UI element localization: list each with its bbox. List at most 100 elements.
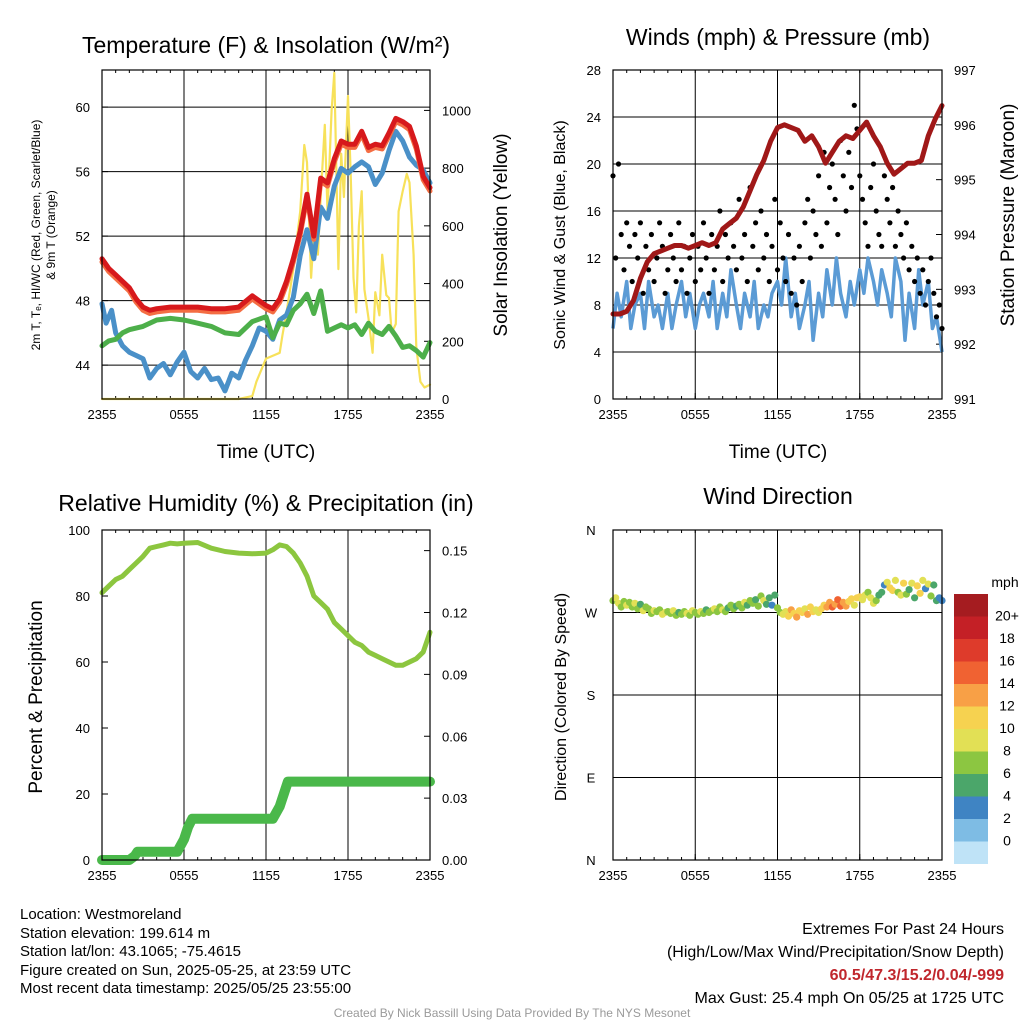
temp-x-tick: 0555: [170, 407, 199, 422]
legend-label: 0: [1003, 833, 1011, 849]
winds-gust-point: [794, 302, 800, 308]
winds-gust-point: [832, 196, 838, 202]
winds-gust-point: [912, 278, 918, 285]
rh-y-tick: 20: [76, 787, 90, 802]
dir-point: [754, 602, 762, 610]
dir-point: [864, 588, 872, 596]
legend-label: 16: [999, 653, 1015, 669]
winds-border: [612, 69, 943, 400]
dir-point: [913, 582, 921, 590]
winds-gust-point: [624, 220, 630, 226]
winds-gust-point: [670, 255, 676, 261]
temp-title: Temperature (F) & Insolation (W/m²): [82, 32, 450, 58]
dir-point: [850, 601, 858, 609]
extremes-subtitle: (High/Low/Max Wind/Precipitation/Snow De…: [666, 944, 1004, 961]
winds-x-tick: 1155: [764, 407, 792, 422]
winds-x-tick: 2355: [928, 407, 957, 422]
temp-y-tick: 44: [76, 358, 90, 373]
legend-label: 12: [999, 698, 1015, 714]
dir-point: [765, 594, 773, 602]
dir-point: [878, 588, 886, 596]
temp-x-tick: 1155: [252, 407, 280, 422]
winds-gust-point: [689, 231, 696, 238]
winds-y-tick: 0: [594, 392, 601, 407]
winds-gust-point: [829, 161, 835, 167]
winds-gust-point: [703, 255, 709, 261]
winds-gust-point: [643, 243, 649, 249]
winds-y-tick: 24: [587, 110, 601, 125]
winds-gust-point: [651, 278, 657, 285]
dir-point: [738, 604, 746, 612]
max-gust-text: Max Gust: 25.4 mph On 05/25 at 1725 UTC: [694, 990, 1005, 1007]
winds-y2-tick: 995: [954, 173, 976, 188]
winds-gust-point: [846, 149, 852, 155]
winds-gust-point: [654, 255, 660, 261]
temp-ylabel-right: Solar Insolation (Yellow): [491, 133, 512, 336]
winds-gust-point: [709, 231, 715, 238]
winds-gust-point: [777, 220, 783, 226]
extremes-values: 60.5/47.3/15.2/0.04/-999: [829, 967, 1004, 984]
legend-swatch: [954, 706, 988, 729]
winds-gust-point: [791, 255, 797, 261]
rh-ylabel: Percent & Precipitation: [26, 600, 47, 793]
winds-gust-point: [629, 278, 635, 285]
winds-gust-point: [865, 243, 871, 249]
winds-gust-point: [879, 243, 885, 249]
created-text: Figure created on Sun, 2025-05-25, at 23…: [20, 961, 352, 979]
dir-title: Wind Direction: [703, 483, 853, 509]
legend-label: 6: [1003, 765, 1011, 781]
winds-gust-point: [676, 220, 682, 226]
winds-gust-point: [742, 231, 748, 238]
rh-series-precip: [97, 776, 435, 865]
winds-series-pressure: [610, 103, 945, 317]
dir-point: [930, 581, 938, 589]
legend-swatch: [954, 819, 988, 842]
dir-point: [762, 600, 771, 608]
winds-gust-point: [881, 173, 888, 179]
temp-y-tick: 52: [76, 229, 90, 244]
dir-point: [919, 576, 927, 585]
winds-gust-point: [626, 243, 633, 249]
winds-gust-point: [753, 220, 759, 226]
winds-gust-point: [711, 267, 718, 273]
winds-gust-point: [780, 255, 786, 261]
winds-gust-point: [802, 220, 808, 226]
winds-gust-point: [774, 267, 781, 273]
legend-swatch: [954, 661, 988, 684]
winds-gust-point: [901, 255, 907, 261]
temp-series-red: [99, 115, 433, 313]
winds-gust-point: [783, 278, 789, 285]
winds-gust-point: [903, 220, 910, 226]
rh-y2-tick: 0.12: [442, 606, 467, 621]
winds-gust-point: [736, 196, 742, 202]
legend-label: 8: [1003, 743, 1011, 759]
winds-gust-point: [933, 314, 940, 320]
winds-gust-point: [657, 220, 663, 226]
dir-point: [804, 610, 812, 618]
dir-y-tick: S: [587, 688, 596, 703]
rh-border: [101, 529, 431, 861]
winds-gust-point: [698, 267, 704, 273]
dir-point: [924, 580, 932, 588]
winds-gust-point: [917, 290, 923, 296]
rh-y2-tick: 0.15: [442, 544, 467, 559]
winds-gust-point: [700, 220, 707, 226]
winds-gust-point: [678, 267, 685, 273]
legend-swatch: [954, 639, 988, 662]
winds-y-tick: 4: [594, 345, 601, 360]
winds-gust-point: [868, 184, 874, 191]
dir-point: [891, 576, 900, 585]
extremes-title: Extremes For Past 24 Hours: [802, 921, 1004, 938]
temp-y-tick: 56: [76, 165, 90, 180]
winds-gust-point: [824, 220, 830, 226]
winds-gust-point: [813, 231, 819, 238]
winds-gust-point: [731, 243, 737, 249]
rh-y2-tick: 0.09: [442, 667, 467, 682]
dir-point: [636, 600, 645, 608]
winds-gust-point: [914, 255, 920, 261]
winds-gust-point: [909, 243, 915, 249]
winds-y-tick: 16: [587, 204, 601, 219]
winds-gust-point: [851, 102, 857, 108]
winds-gust-point: [618, 231, 624, 238]
